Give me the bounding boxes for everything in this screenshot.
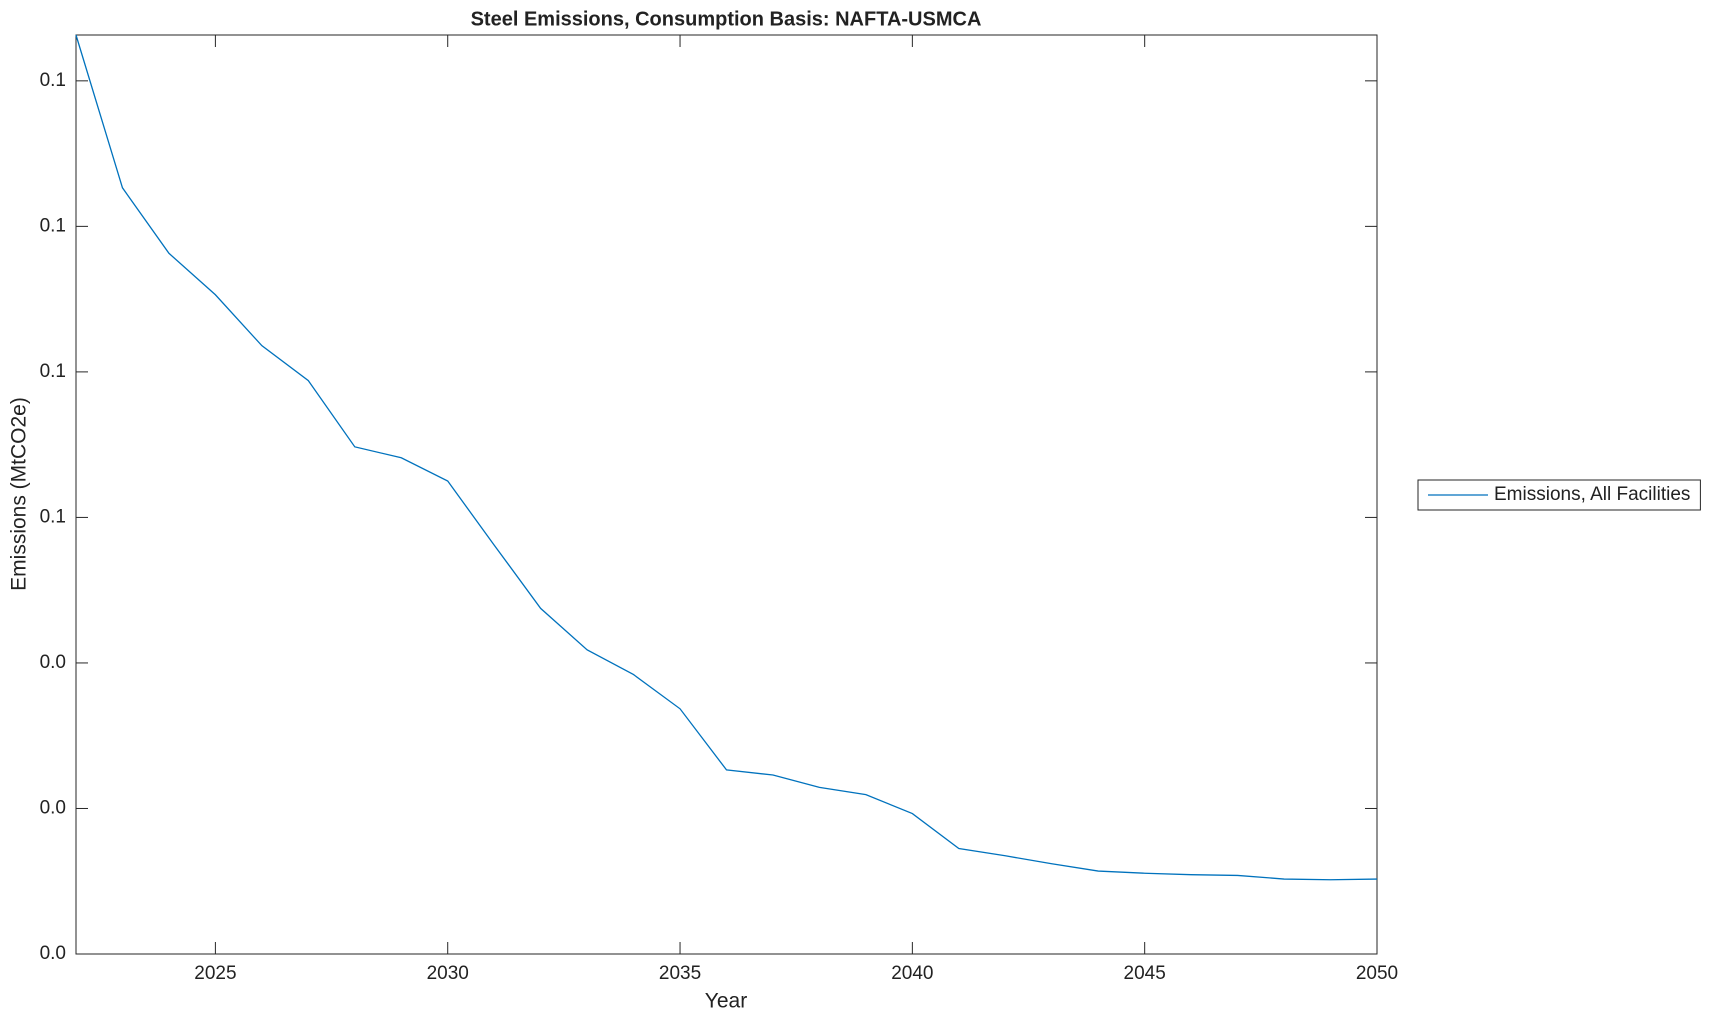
y-tick-label: 0.0 (40, 652, 66, 673)
x-tick-label: 2035 (659, 963, 701, 984)
x-axis-label: Year (705, 990, 747, 1013)
y-tick-label: 0.1 (40, 215, 66, 236)
y-tick-label: 0.0 (40, 943, 66, 964)
chart-title: Steel Emissions, Consumption Basis: NAFT… (471, 8, 982, 30)
y-tick-label: 0.1 (40, 506, 66, 527)
plot-area (75, 34, 1378, 955)
x-tick-label: 2050 (1356, 963, 1398, 984)
y-axis-label: Emissions (MtCO2e) (8, 397, 31, 591)
x-tick-label: 2030 (427, 963, 469, 984)
y-tick-label: 0.1 (40, 361, 66, 382)
x-tick-label: 2040 (891, 963, 933, 984)
data-line (75, 34, 1378, 881)
legend-label: Emissions, All Facilities (1494, 484, 1690, 505)
y-tick-label: 0.1 (40, 70, 66, 91)
x-tick-label: 2045 (1124, 963, 1166, 984)
y-tick-label: 0.0 (40, 797, 66, 818)
x-tick-label: 2025 (194, 963, 236, 984)
